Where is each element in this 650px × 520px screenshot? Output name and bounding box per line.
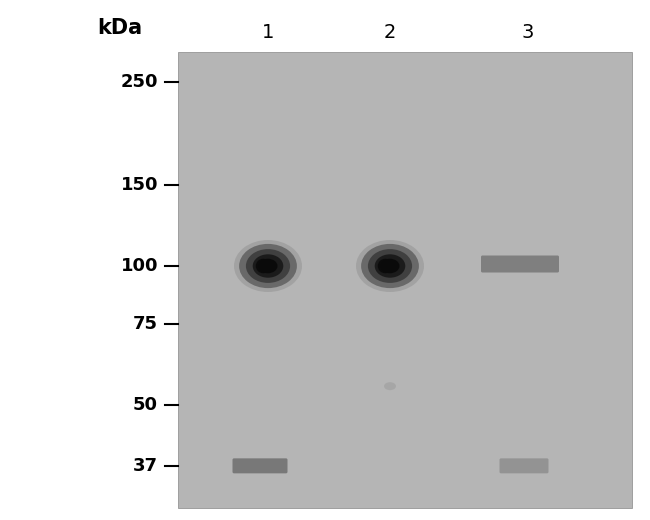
Ellipse shape (239, 244, 297, 288)
Text: 3: 3 (522, 22, 534, 42)
Ellipse shape (356, 240, 424, 292)
Text: 1: 1 (262, 22, 274, 42)
Ellipse shape (253, 254, 283, 278)
Text: 75: 75 (133, 315, 158, 333)
Ellipse shape (255, 259, 270, 274)
Ellipse shape (374, 254, 406, 278)
Text: 50: 50 (133, 396, 158, 414)
Ellipse shape (246, 249, 290, 283)
Bar (178, 52, 632, 508)
FancyBboxPatch shape (481, 255, 559, 272)
Ellipse shape (259, 259, 278, 274)
Ellipse shape (378, 259, 393, 274)
FancyBboxPatch shape (233, 458, 287, 473)
Text: kDa: kDa (98, 18, 142, 38)
Ellipse shape (380, 259, 400, 274)
Ellipse shape (384, 382, 396, 390)
Text: 250: 250 (120, 73, 158, 91)
Text: 2: 2 (384, 22, 396, 42)
Ellipse shape (361, 244, 419, 288)
Ellipse shape (368, 249, 412, 283)
Ellipse shape (234, 240, 302, 292)
Text: 100: 100 (120, 257, 158, 275)
Text: 150: 150 (120, 176, 158, 193)
Text: 37: 37 (133, 457, 158, 475)
FancyBboxPatch shape (499, 458, 549, 473)
